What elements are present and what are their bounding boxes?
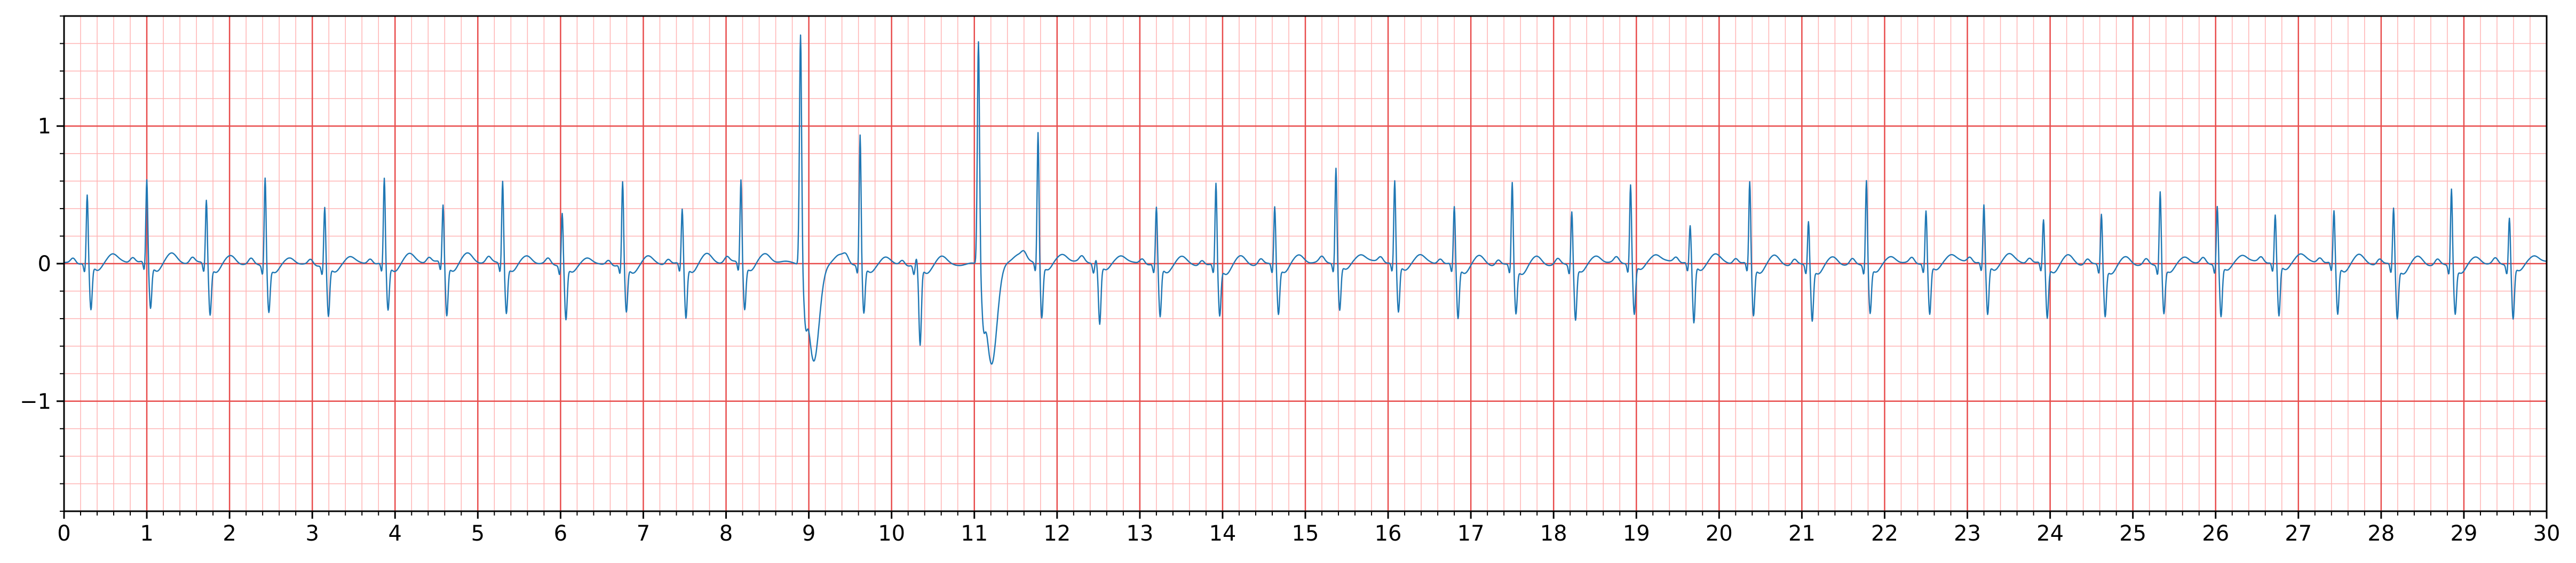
x-tick-label: 2: [223, 521, 236, 546]
x-tick-label: 21: [1788, 521, 1816, 546]
x-tick-label: 4: [389, 521, 402, 546]
x-tick-label: 17: [1457, 521, 1485, 546]
x-tick-label: 26: [2202, 521, 2229, 546]
x-tick-label: 25: [2119, 521, 2146, 546]
x-tick-label: 23: [1954, 521, 1981, 546]
x-tick-label: 24: [2036, 521, 2064, 546]
x-tick-label: 3: [305, 521, 319, 546]
x-tick-label: 1: [140, 521, 153, 546]
x-tick-label: 18: [1540, 521, 1567, 546]
x-tick-label: 30: [2533, 521, 2561, 546]
x-tick-label: 6: [554, 521, 567, 546]
y-tick-label: 1: [38, 114, 51, 139]
x-tick-label: 11: [961, 521, 988, 546]
x-tick-label: 14: [1209, 521, 1236, 546]
x-tick-label: 29: [2450, 521, 2477, 546]
y-tick-label: −1: [20, 390, 51, 414]
ecg-trace: [64, 34, 2547, 365]
x-tick-label: 19: [1623, 521, 1650, 546]
x-tick-label: 9: [802, 521, 815, 546]
y-tick-label: 0: [38, 252, 51, 276]
x-tick-labels: 0 1 2 3 4 5 6 7 8 9 10 11 12 13 14 15 16 17 18 19 20 21 22 23 24…: [57, 521, 2560, 546]
x-tick-label: 28: [2367, 521, 2395, 546]
x-tick-label: 7: [637, 521, 650, 546]
axis-ticks: [57, 15, 2548, 519]
x-tick-label: 16: [1375, 521, 1402, 546]
x-tick-label: 20: [1706, 521, 1733, 546]
x-tick-label: 5: [471, 521, 485, 546]
x-tick-label: 12: [1043, 521, 1071, 546]
x-tick-label: 10: [878, 521, 905, 546]
x-tick-label: 27: [2285, 521, 2312, 546]
major-grid: [63, 16, 2548, 511]
x-tick-label: 13: [1126, 521, 1153, 546]
y-tick-labels: −1 0 1: [20, 114, 51, 414]
x-tick-label: 0: [57, 521, 70, 546]
ecg-trace-group: [64, 34, 2547, 365]
x-tick-label: 8: [719, 521, 733, 546]
x-tick-label: 15: [1292, 521, 1319, 546]
x-tick-label: 22: [1871, 521, 1898, 546]
